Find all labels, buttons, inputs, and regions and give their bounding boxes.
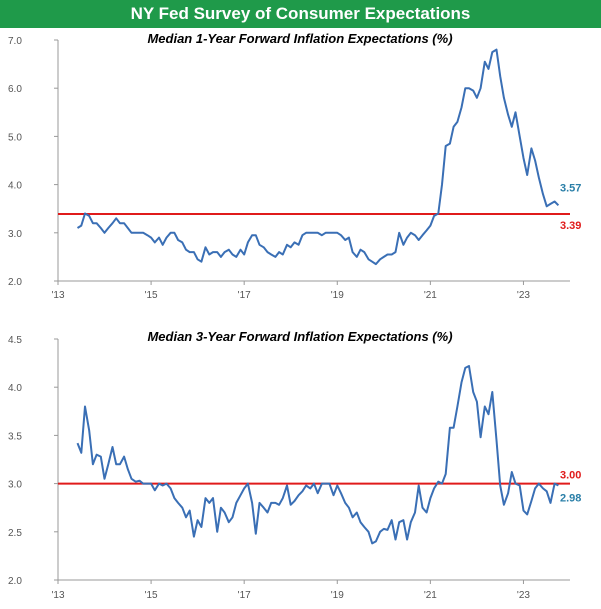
series-line: [76, 365, 559, 545]
x-tick-label: '13: [51, 290, 64, 301]
panel-3yr-title: Median 3-Year Forward Inflation Expectat…: [147, 329, 452, 344]
reference-value-label: 3.39: [560, 220, 581, 232]
y-tick-label: 4.0: [8, 383, 22, 394]
y-tick-label: 2.0: [8, 277, 22, 288]
x-tick-label: '23: [517, 290, 530, 301]
panel-1yr-title: Median 1-Year Forward Inflation Expectat…: [147, 31, 452, 46]
y-tick-label: 3.0: [8, 480, 22, 491]
x-tick-label: '19: [331, 590, 344, 601]
x-tick-label: '15: [145, 290, 158, 301]
y-tick-label: 4.0: [8, 181, 22, 192]
y-tick-label: 4.5: [8, 335, 22, 346]
reference-value-label: 3.00: [560, 470, 581, 482]
x-tick-label: '21: [424, 590, 437, 601]
x-tick-label: '15: [145, 590, 158, 601]
panel-1yr: Median 1-Year Forward Inflation Expectat…: [8, 31, 581, 301]
x-tick-label: '13: [51, 590, 64, 601]
banner-title: NY Fed Survey of Consumer Expectations: [130, 4, 471, 23]
panel-3yr: Median 3-Year Forward Inflation Expectat…: [8, 329, 581, 601]
y-tick-label: 3.5: [8, 431, 22, 442]
y-tick-label: 6.0: [8, 84, 22, 95]
y-tick-label: 2.0: [8, 576, 22, 587]
y-tick-label: 3.0: [8, 229, 22, 240]
x-tick-label: '23: [517, 590, 530, 601]
y-tick-label: 7.0: [8, 36, 22, 47]
x-tick-label: '17: [238, 290, 251, 301]
last-value-label: 3.57: [560, 182, 581, 194]
x-tick-label: '19: [331, 290, 344, 301]
y-tick-label: 5.0: [8, 132, 22, 143]
banner: NY Fed Survey of Consumer Expectations: [0, 0, 601, 28]
y-tick-label: 2.5: [8, 528, 22, 539]
x-tick-label: '21: [424, 290, 437, 301]
last-value-label: 2.98: [560, 493, 581, 505]
series-line: [76, 48, 560, 266]
x-tick-label: '17: [238, 590, 251, 601]
